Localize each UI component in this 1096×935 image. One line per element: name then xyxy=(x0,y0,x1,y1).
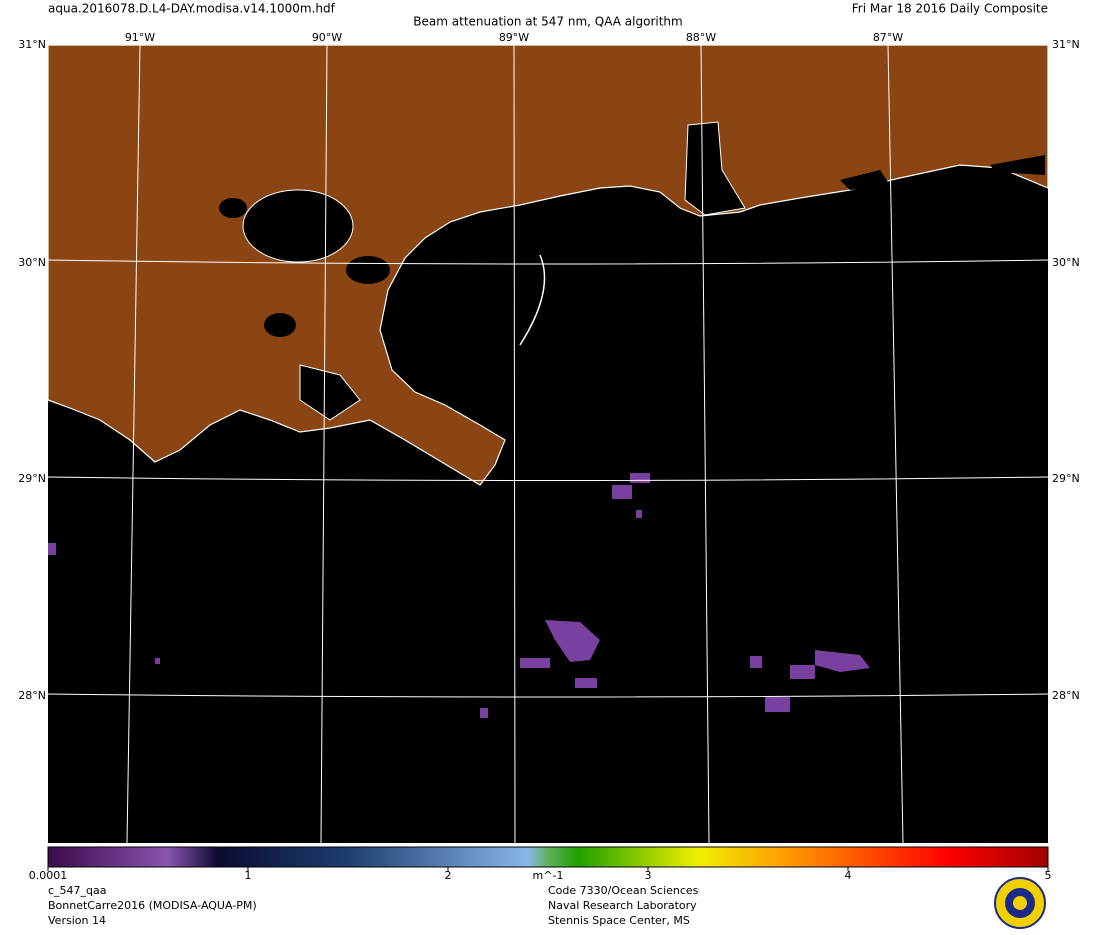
marsh xyxy=(299,364,361,421)
lat-label: 29°N xyxy=(1052,472,1080,485)
map-title: Beam attenuation at 547 nm, QAA algorith… xyxy=(413,15,682,29)
logo xyxy=(994,877,1046,929)
graticule xyxy=(47,44,1049,844)
map: 91°W 90°W 89°W 88°W 87°W 31°N 30°N 29°N … xyxy=(18,31,1080,844)
footer-text: Stennis Space Center, MS xyxy=(548,914,690,927)
lon-label: 87°W xyxy=(873,31,903,44)
lat-label: 31°N xyxy=(1052,38,1080,51)
lon-label: 91°W xyxy=(125,31,155,44)
colorbar-ticks: 0.0001 1 2 3 4 5 xyxy=(29,867,1052,882)
lat-label: 30°N xyxy=(18,256,46,269)
colorbar-tick-label: 1 xyxy=(244,869,251,882)
land xyxy=(47,44,1049,486)
footer-text: Code 7330/Ocean Sciences xyxy=(548,884,699,897)
barrier-island xyxy=(519,254,546,346)
lon-label: 90°W xyxy=(312,31,342,44)
lat-label: 31°N xyxy=(18,38,46,51)
lon-label: 89°W xyxy=(499,31,529,44)
lake xyxy=(219,198,247,218)
footer-text: c_547_qaa xyxy=(48,884,107,897)
lake xyxy=(346,256,390,284)
colorbar xyxy=(47,846,1049,868)
turbid-patch xyxy=(48,473,870,718)
lon-labels: 91°W 90°W 89°W 88°W 87°W xyxy=(125,31,903,44)
colorbar-tick-label: 0.0001 xyxy=(29,869,68,882)
file-name: aqua.2016078.D.L4-DAY.modisa.v14.1000m.h… xyxy=(48,2,336,16)
lat-labels: 31°N 30°N 29°N 28°N 31°N 30°N 29°N 28°N xyxy=(18,38,1079,702)
lat-label: 28°N xyxy=(1052,689,1080,702)
colorbar-tick-label: 5 xyxy=(1045,869,1052,882)
lon-label: 88°W xyxy=(686,31,716,44)
lake xyxy=(242,189,354,263)
bay xyxy=(684,121,746,216)
colorbar-unit: m^-1 xyxy=(533,869,564,882)
lat-label: 30°N xyxy=(1052,256,1080,269)
footer-text: Naval Research Laboratory xyxy=(548,899,697,912)
date: Fri Mar 18 2016 Daily Composite xyxy=(852,2,1048,16)
lake xyxy=(264,313,296,337)
colorbar-tick-label: 3 xyxy=(644,869,651,882)
colorbar-tick-label: 4 xyxy=(844,869,851,882)
footer-text: Version 14 xyxy=(48,914,106,927)
lat-label: 28°N xyxy=(18,689,46,702)
footer-text: BonnetCarre2016 (MODISA-AQUA-PM) xyxy=(48,899,257,912)
lat-label: 29°N xyxy=(18,472,46,485)
colorbar-tick-label: 2 xyxy=(444,869,451,882)
bay xyxy=(840,155,1045,190)
